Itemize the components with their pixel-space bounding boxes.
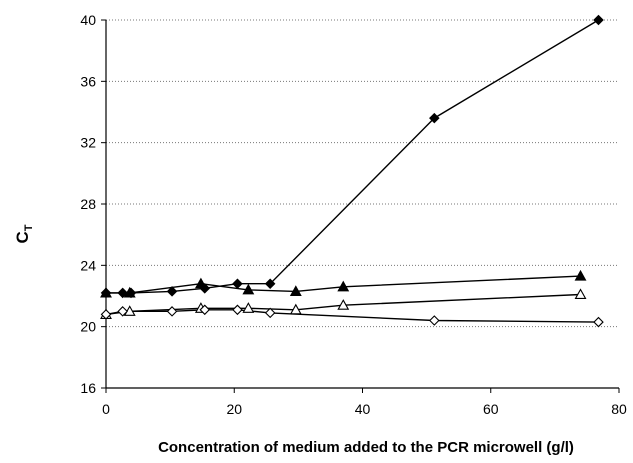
series-3-point-7 <box>574 288 587 300</box>
series-2-point-7 <box>574 269 587 281</box>
y-tick-label-28: 28 <box>80 196 96 212</box>
y-tick-label-16: 16 <box>80 380 96 396</box>
series-4-line <box>105 309 599 323</box>
series-4-point-3 <box>166 306 178 317</box>
x-tick-label-60: 60 <box>483 401 499 417</box>
series-1-point-7 <box>264 278 276 290</box>
series-4-point-8 <box>593 316 604 328</box>
axes <box>101 19 620 393</box>
y-tick-label-24: 24 <box>80 257 96 273</box>
y-axis-title-main: C <box>13 231 32 243</box>
series-1-point-8 <box>429 112 440 124</box>
series-2-point-5 <box>289 285 302 296</box>
x-tick-label-0: 0 <box>102 401 110 417</box>
series-1-point-9 <box>593 14 604 26</box>
series-markers <box>100 14 604 328</box>
x-tick-labels: 0 20 40 60 80 <box>102 401 627 417</box>
series-1-point-4 <box>166 286 178 297</box>
series-4-point-2 <box>117 306 128 317</box>
series-4-point-4 <box>199 304 211 316</box>
series-3-point-6 <box>337 299 350 310</box>
series-4-point-6 <box>264 307 276 319</box>
y-tick-label-36: 36 <box>80 73 96 89</box>
x-axis-title: Concentration of medium added to the PCR… <box>158 439 574 456</box>
series-4-point-1 <box>100 309 112 320</box>
x-tick-label-80: 80 <box>611 401 627 417</box>
y-axis-title: CT <box>13 224 35 243</box>
series-3-point-5 <box>289 303 302 315</box>
series-2-point-3 <box>194 277 207 289</box>
x-tick-label-20: 20 <box>226 401 242 417</box>
series-1-line <box>106 19 599 294</box>
series-4-point-5 <box>232 304 243 316</box>
series-1-point-2 <box>117 287 128 299</box>
gridlines <box>106 19 619 328</box>
y-tick-labels: 16 20 24 28 32 36 40 <box>80 12 96 396</box>
series-2-point-1 <box>100 286 112 298</box>
y-tick-label-32: 32 <box>80 135 96 151</box>
series-2-point-6 <box>337 280 350 292</box>
series-2-point-2 <box>123 286 136 298</box>
series-2-point-4 <box>242 283 255 295</box>
series-lines <box>105 19 599 323</box>
series-3-point-4 <box>242 302 255 313</box>
y-tick-label-20: 20 <box>80 319 96 335</box>
y-tick-label-40: 40 <box>80 12 96 28</box>
y-axis-title-subscript: T <box>23 224 35 231</box>
series-1-point-6 <box>232 278 243 290</box>
series-4-point-7 <box>429 315 440 326</box>
x-tick-label-40: 40 <box>355 401 371 417</box>
